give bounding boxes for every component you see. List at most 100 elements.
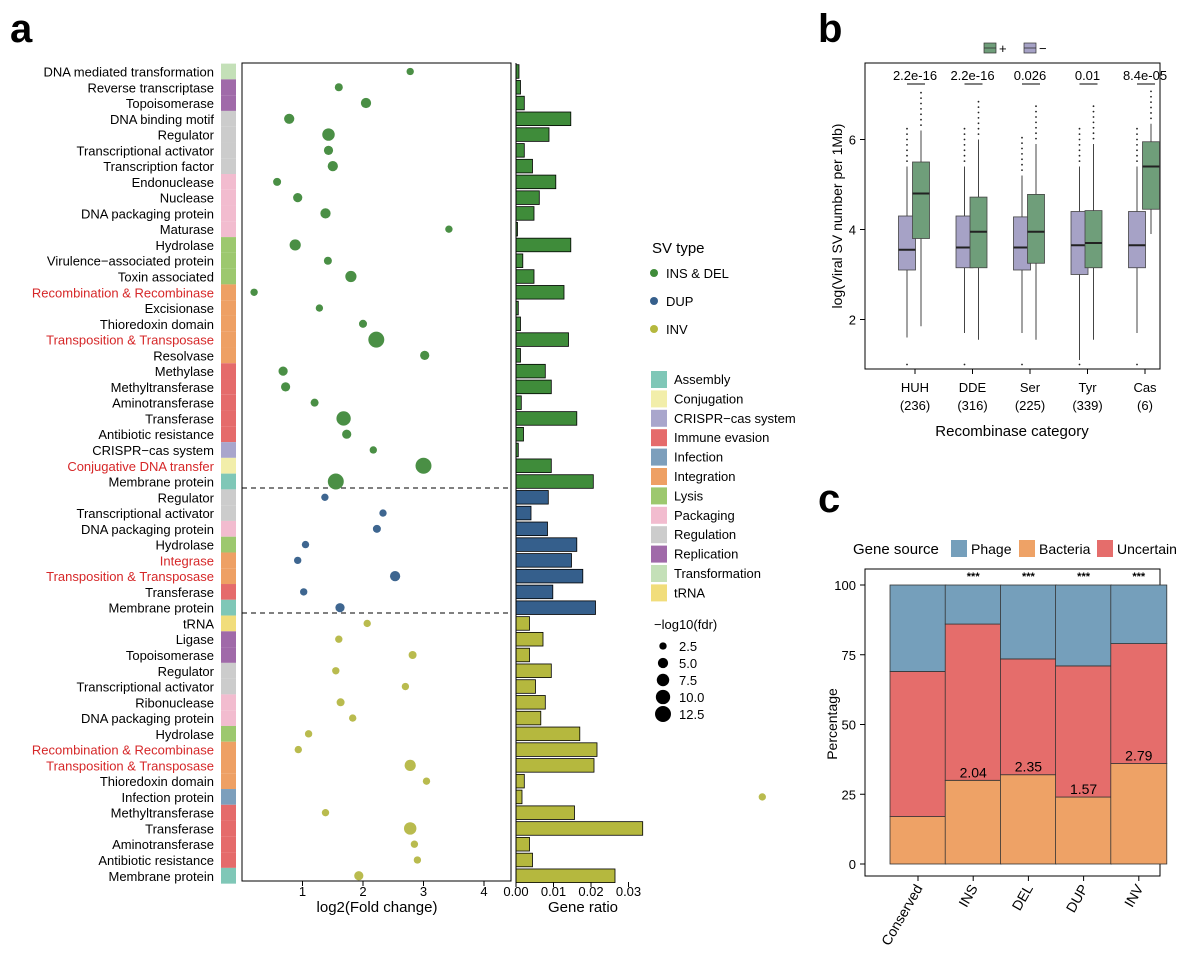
outlier-point [906, 138, 908, 141]
fold-change-dot [369, 446, 377, 454]
category-legend-swatch [651, 565, 667, 582]
outlier-point [1078, 127, 1081, 130]
outlier-point [906, 363, 908, 366]
gene-ratio-bar [515, 789, 523, 805]
box-y-label: log(Viral SV number per 1Mb) [829, 124, 845, 309]
category-swatch [221, 536, 236, 553]
row-label: tRNA [183, 616, 214, 631]
group-label: Ser [1020, 380, 1041, 395]
row-label: Methyltransferase [111, 806, 214, 821]
outlier-point [920, 91, 922, 94]
tick-label: 100 [834, 578, 856, 593]
outlier-point [920, 102, 922, 105]
category-swatch [221, 142, 236, 159]
group-separators [242, 487, 511, 614]
tick-label: 6 [849, 133, 856, 148]
row-label: Maturase [160, 222, 214, 237]
category-label: Conserved [878, 882, 926, 949]
fold-change-dot [408, 650, 417, 659]
outlier-point [920, 124, 922, 126]
significance-stars: *** [1077, 571, 1091, 583]
gene-ratio-bar [515, 174, 557, 190]
dot-x-axis: 1 2 3 4 [299, 881, 488, 899]
stack-segment [1000, 658, 1057, 776]
gene-ratio-bar [515, 663, 552, 678]
fdr-legend-dot [655, 706, 671, 722]
sv-legend-label: INV [666, 322, 688, 337]
outlier-point [963, 144, 966, 146]
outlier-point [1035, 110, 1037, 113]
fold-label: 2.35 [1015, 759, 1042, 775]
row-label: DNA packaging protein [81, 711, 214, 726]
fold-change-dot [321, 493, 329, 501]
gene-ratio-bar [515, 868, 616, 883]
stack-segment [1000, 774, 1057, 865]
fold-change-dot [315, 304, 324, 312]
group-count: (6) [1137, 398, 1153, 413]
significance-stars: *** [967, 571, 981, 583]
row-label: Regulator [158, 128, 215, 143]
category-swatch [221, 174, 236, 190]
p-value-label: 0.026 [1014, 68, 1047, 83]
gene-ratio-bar [515, 632, 544, 647]
tick-label: 2 [849, 313, 856, 328]
fold-change-dot [281, 382, 291, 392]
row-label: Ligase [176, 632, 214, 647]
tick-label: 50 [842, 718, 856, 733]
gene-ratio-bar [515, 852, 533, 868]
outlier-point [1035, 105, 1037, 108]
fold-change-dot [335, 635, 343, 643]
row-label: Integrase [160, 553, 214, 568]
category-legend-label: Packaging [674, 508, 735, 523]
stack-plot-layer: *** 2.04 *** 2.35 *** 1.57 *** 2.79 [889, 571, 1168, 865]
gene-ratio-bar [515, 379, 552, 395]
sv-legend-items: INS & DEL DUP INV [650, 266, 729, 337]
category-legend-label: Integration [674, 469, 735, 484]
row-label: DNA mediated transformation [43, 65, 214, 80]
category-swatch [221, 867, 236, 884]
gene-ratio-bar [515, 474, 594, 489]
p-value-label: 0.01 [1075, 68, 1100, 83]
gene-ratio-bar [515, 190, 540, 205]
fdr-legend-items: 2.5 5.0 7.5 10.0 12.5 [655, 639, 704, 722]
gene-ratio-bar [515, 537, 578, 552]
gene-ratio-bar [515, 726, 581, 742]
row-label: Transcriptional activator [76, 506, 214, 521]
outlier-point [1021, 153, 1023, 155]
category-swatch [221, 647, 236, 663]
outlier-point [1136, 149, 1138, 152]
category-swatch [221, 568, 236, 585]
outlier-point [977, 127, 980, 130]
stack-legend-swatch [951, 540, 967, 557]
fdr-legend-label: 10.0 [679, 690, 704, 705]
p-value-label: 2.2e-16 [893, 68, 937, 83]
outlier-point [1136, 133, 1138, 136]
category-swatch [221, 237, 236, 253]
outlier-point [1078, 138, 1081, 141]
outlier-point [1078, 149, 1081, 152]
outlier-point [1078, 363, 1081, 366]
tick-label: 0.00 [503, 884, 528, 899]
group-label: Cas [1133, 380, 1157, 395]
category-swatch [221, 678, 236, 695]
outlier-point [1150, 95, 1152, 98]
stack-segment [1055, 796, 1112, 865]
gene-ratio-bar [515, 95, 525, 111]
outlier-point [1021, 163, 1023, 166]
category-legend-swatch [651, 371, 667, 388]
outlier-point [1150, 106, 1152, 109]
outlier-point [906, 160, 908, 163]
outlier-point [920, 97, 922, 99]
outlier-point [1092, 116, 1095, 118]
row-label: Transferase [145, 821, 214, 836]
outlier-point [1078, 154, 1081, 157]
row-label: Transcription factor [103, 159, 214, 174]
gene-ratio-bar [515, 647, 530, 663]
outlier-point [1078, 144, 1081, 146]
category-swatch [221, 584, 236, 600]
group-label: DDE [959, 380, 987, 395]
group-count: (225) [1015, 398, 1045, 413]
row-label: Reverse transcriptase [88, 80, 214, 95]
fdr-legend-dot [656, 673, 670, 687]
tick-label: 0.03 [616, 884, 641, 899]
